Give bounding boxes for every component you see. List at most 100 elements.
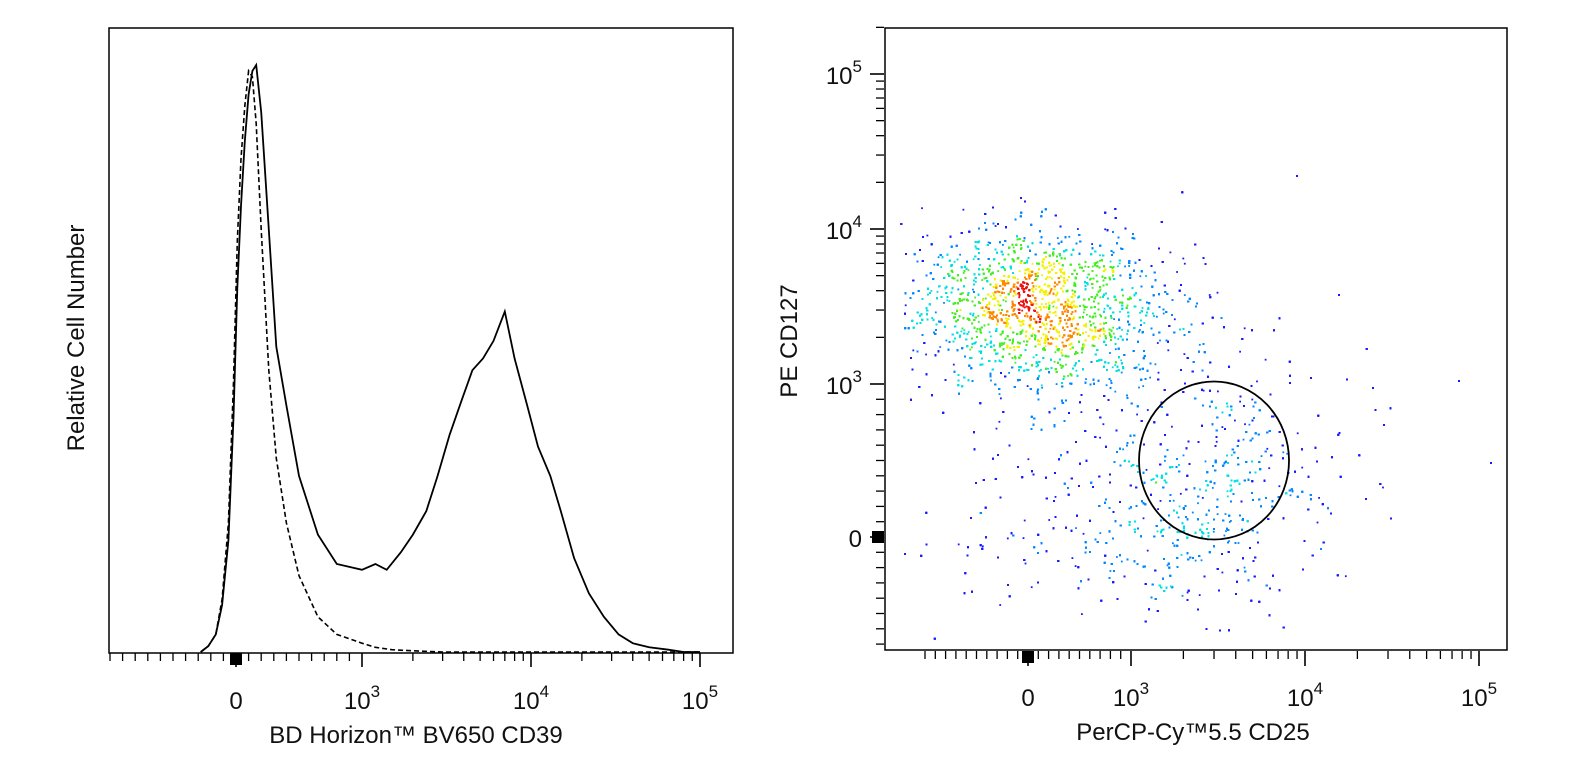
event-dot [1053, 500, 1055, 502]
event-dot [1012, 534, 1015, 537]
event-dot [997, 556, 999, 559]
event-dot [1173, 318, 1176, 321]
x-tick-label: 105 [682, 682, 718, 715]
event-dot [1109, 481, 1111, 484]
event-dot [1138, 330, 1140, 333]
event-dot [1203, 351, 1206, 354]
event-dot [1094, 538, 1097, 541]
event-dot [1019, 215, 1022, 218]
event-dot [1222, 519, 1225, 522]
event-dot [1177, 516, 1180, 519]
event-dot [1091, 243, 1093, 245]
event-dot [1010, 532, 1013, 535]
event-dot [1116, 451, 1118, 453]
event-dot [1259, 468, 1262, 471]
event-dot [1202, 257, 1205, 259]
event-dot [1186, 357, 1189, 359]
event-dot [1151, 285, 1154, 288]
event-dot [1210, 400, 1213, 403]
event-dot [1138, 259, 1141, 261]
event-dot [1135, 366, 1138, 369]
event-dot [1216, 416, 1219, 419]
event-dot [1143, 355, 1146, 357]
zero-tick-marker [230, 653, 242, 665]
event-dot [1233, 451, 1236, 454]
event-dot [1188, 297, 1191, 300]
event-dot [1065, 399, 1067, 402]
event-dot [1150, 596, 1153, 599]
event-dot [998, 388, 1001, 390]
event-dot [1077, 587, 1080, 590]
event-dot [970, 367, 973, 370]
event-dot [1197, 608, 1199, 611]
event-dot [1218, 589, 1220, 592]
event-dot [1105, 384, 1108, 387]
event-dot [1133, 237, 1136, 240]
event-dot [1172, 542, 1174, 545]
histogram-x-axis [109, 653, 701, 667]
event-dot [1374, 409, 1377, 411]
event-dot [1133, 367, 1136, 369]
event-dot [1273, 329, 1275, 332]
event-dot [1168, 325, 1171, 327]
event-dot [1219, 629, 1221, 632]
event-dot [1358, 454, 1361, 457]
event-dot [1379, 483, 1382, 485]
event-dot [1236, 580, 1238, 583]
event-dot [1244, 423, 1246, 426]
event-dot [1116, 242, 1118, 245]
event-dot [1140, 378, 1143, 381]
event-dot [1080, 411, 1083, 413]
event-dot [1061, 385, 1064, 388]
event-dot [1145, 469, 1148, 471]
event-dot [1103, 561, 1106, 564]
event-dot [1213, 518, 1215, 521]
event-dot [1140, 285, 1143, 288]
event-dot [1202, 343, 1205, 345]
event-dot [1119, 274, 1122, 277]
event-dot [1187, 558, 1190, 561]
event-dot [1250, 385, 1253, 387]
event-dot [925, 274, 928, 277]
event-dot [1264, 358, 1267, 361]
event-dot [1110, 379, 1112, 382]
event-dot [1214, 469, 1217, 472]
event-dot [1254, 556, 1257, 559]
event-dot [1228, 521, 1231, 523]
event-dot [1242, 557, 1244, 560]
event-dot [1070, 382, 1073, 385]
event-dot [1079, 240, 1082, 243]
event-dot [1176, 539, 1179, 541]
event-dot [1063, 420, 1066, 422]
event-dot [1135, 486, 1138, 489]
event-dot [1158, 293, 1160, 296]
event-dot [1007, 584, 1009, 586]
event-dot [1331, 456, 1333, 459]
event-dot [1180, 284, 1182, 286]
event-dot [1033, 417, 1036, 420]
event-dot [1223, 326, 1225, 329]
event-dot [1253, 417, 1255, 419]
event-dot [1239, 350, 1241, 353]
event-dot [1017, 466, 1019, 468]
event-dot [1164, 291, 1167, 293]
event-dot [1135, 505, 1138, 507]
event-dot [1252, 499, 1254, 501]
event-dot [1150, 493, 1152, 496]
event-dot [1040, 428, 1043, 431]
event-dot [1281, 444, 1284, 447]
event-dot [1258, 600, 1261, 603]
event-dot [1160, 406, 1163, 408]
event-dot [912, 279, 915, 282]
event-dot [1236, 445, 1239, 447]
event-dot [1172, 499, 1175, 502]
event-dot [994, 478, 997, 480]
event-dot [977, 258, 980, 260]
event-dot [1110, 563, 1113, 565]
event-dot [1142, 502, 1145, 505]
event-dot [1000, 372, 1002, 374]
event-dot [1091, 247, 1094, 250]
event-dot [1094, 436, 1097, 438]
event-dot [1187, 589, 1190, 592]
event-dot [1133, 434, 1136, 437]
